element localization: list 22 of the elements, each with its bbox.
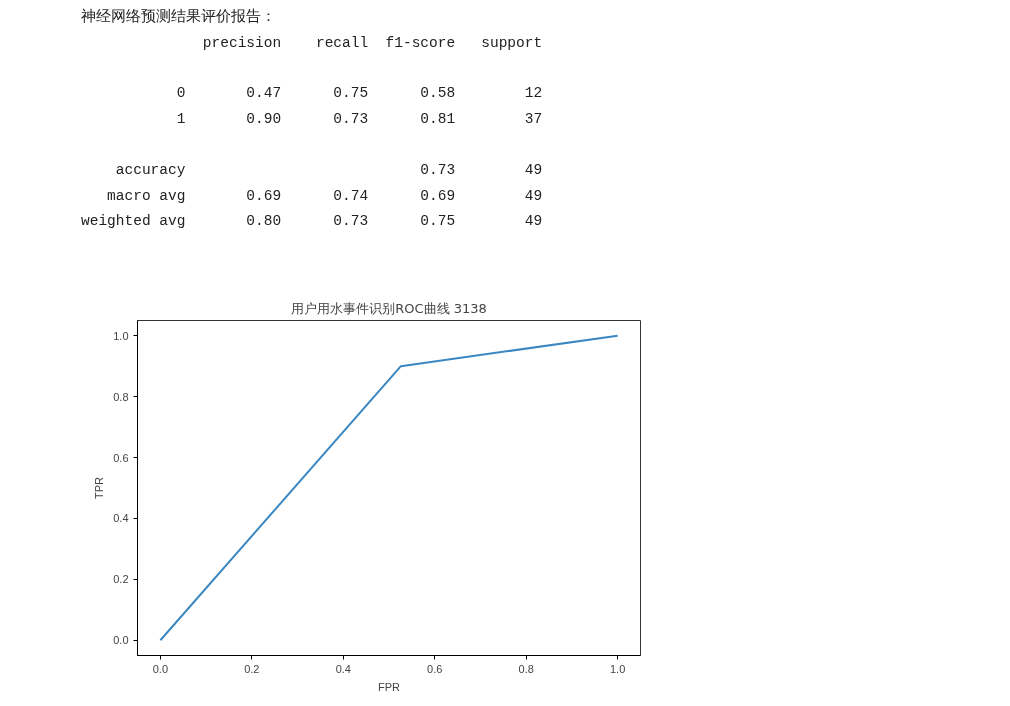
y-tick-label: 0.2 [113, 573, 129, 586]
y-tick-label: 0.8 [113, 390, 129, 403]
x-tick-label: 0.6 [427, 662, 443, 675]
text: 1 0.90 0.73 0.81 37 [175, 110, 543, 130]
text: precision recall f1-score support [201, 33, 543, 53]
x-axis-title: FPR [378, 680, 401, 693]
text: accuracy 0.73 49 [114, 160, 543, 180]
y-tick-label: 0.0 [113, 634, 129, 647]
y-tick-label: 0.4 [113, 512, 129, 525]
y-axis-title: TPR [93, 476, 106, 499]
x-tick-label: 0.0 [152, 662, 169, 675]
text: macro avg 0.69 0.74 0.69 49 [106, 186, 543, 206]
x-tick-label: 0.8 [518, 662, 534, 675]
text: 神经网络预测结果评价报告： [81, 7, 277, 27]
x-tick-label: 0.4 [335, 662, 351, 675]
x-tick-label: 1.0 [609, 662, 626, 675]
y-tick-label: 0.6 [113, 451, 129, 464]
text: 0 0.47 0.75 0.58 12 [175, 84, 543, 104]
text: weighted avg 0.80 0.73 0.75 49 [81, 212, 543, 232]
y-tick-label: 1.0 [113, 329, 129, 342]
x-tick-label: 0.2 [244, 662, 260, 675]
chart-title: 用户用水事件识别ROC曲线 3138 [291, 300, 487, 316]
